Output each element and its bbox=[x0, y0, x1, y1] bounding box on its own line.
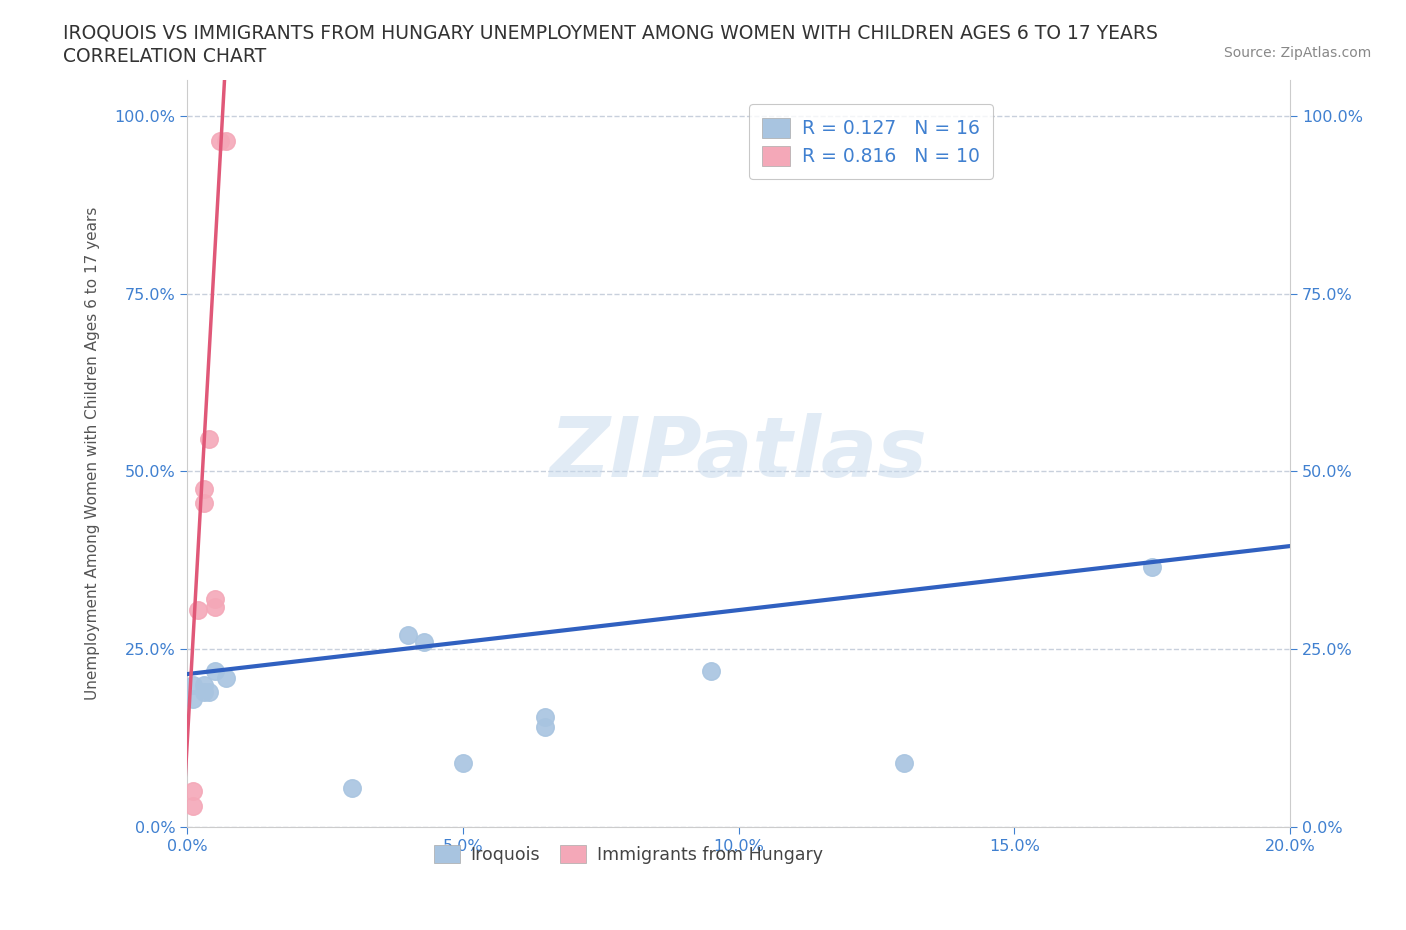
Point bbox=[451, 755, 474, 770]
Point bbox=[893, 755, 915, 770]
Point bbox=[700, 663, 723, 678]
Point bbox=[534, 720, 557, 735]
Point bbox=[204, 592, 226, 607]
Point bbox=[181, 784, 204, 799]
Text: Source: ZipAtlas.com: Source: ZipAtlas.com bbox=[1223, 46, 1371, 60]
Point bbox=[193, 684, 215, 699]
Text: ZIPatlas: ZIPatlas bbox=[550, 413, 928, 494]
Text: IROQUOIS VS IMMIGRANTS FROM HUNGARY UNEMPLOYMENT AMONG WOMEN WITH CHILDREN AGES : IROQUOIS VS IMMIGRANTS FROM HUNGARY UNEM… bbox=[63, 23, 1159, 42]
Point bbox=[181, 692, 204, 707]
Point bbox=[209, 133, 232, 148]
Point bbox=[193, 677, 215, 692]
Point bbox=[1140, 560, 1163, 575]
Point bbox=[534, 710, 557, 724]
Point bbox=[187, 603, 209, 618]
Point bbox=[214, 671, 236, 685]
Point bbox=[198, 432, 221, 446]
Point bbox=[342, 780, 364, 795]
Point bbox=[181, 677, 204, 692]
Point bbox=[396, 628, 419, 643]
Point bbox=[413, 634, 436, 649]
Point bbox=[214, 133, 236, 148]
Point bbox=[193, 496, 215, 511]
Y-axis label: Unemployment Among Women with Children Ages 6 to 17 years: Unemployment Among Women with Children A… bbox=[86, 206, 100, 700]
Point bbox=[193, 482, 215, 497]
Point bbox=[204, 663, 226, 678]
Point bbox=[181, 798, 204, 813]
Legend: Iroquois, Immigrants from Hungary: Iroquois, Immigrants from Hungary bbox=[426, 838, 830, 870]
Point bbox=[198, 684, 221, 699]
Point bbox=[204, 599, 226, 614]
Text: CORRELATION CHART: CORRELATION CHART bbox=[63, 46, 267, 65]
